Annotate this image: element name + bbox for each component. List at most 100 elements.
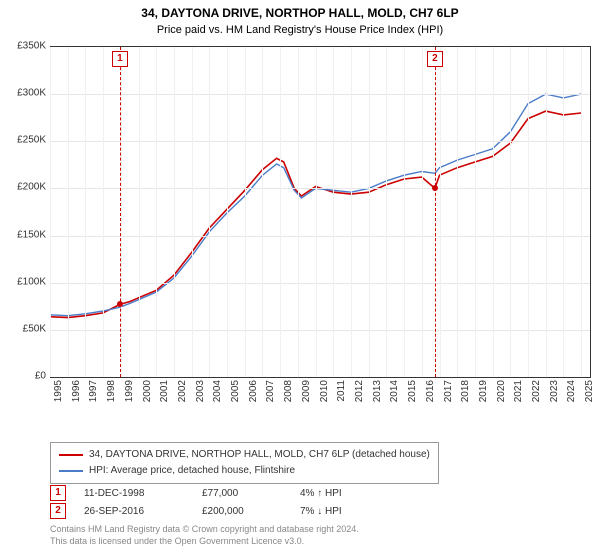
gridline-vertical <box>510 47 511 377</box>
legend-row: HPI: Average price, detached house, Flin… <box>59 463 430 479</box>
gridline-vertical <box>280 47 281 377</box>
sale-marker-line <box>435 47 436 377</box>
sale-price: £77,000 <box>202 488 282 499</box>
gridline-horizontal <box>50 330 590 331</box>
x-tick-label: 2014 <box>389 380 400 402</box>
x-tick-label: 2025 <box>584 380 595 402</box>
y-tick-label: £0 <box>35 371 46 382</box>
x-tick-label: 2022 <box>531 380 542 402</box>
legend-row: 34, DAYTONA DRIVE, NORTHOP HALL, MOLD, C… <box>59 447 430 463</box>
x-tick-label: 2023 <box>549 380 560 402</box>
gridline-vertical <box>68 47 69 377</box>
chart-title: 34, DAYTONA DRIVE, NORTHOP HALL, MOLD, C… <box>0 0 600 22</box>
gridline-vertical <box>546 47 547 377</box>
sale-marker-line <box>120 47 121 377</box>
gridline-vertical <box>581 47 582 377</box>
x-tick-label: 2004 <box>212 380 223 402</box>
y-tick-label: £200K <box>17 182 46 193</box>
gridline-vertical <box>121 47 122 377</box>
x-tick-label: 2019 <box>478 380 489 402</box>
sale-date: 26-SEP-2016 <box>84 506 184 517</box>
chart-subtitle: Price paid vs. HM Land Registry's House … <box>0 22 600 36</box>
sale-marker-badge: 1 <box>112 51 128 67</box>
gridline-vertical <box>245 47 246 377</box>
sales-table: 111-DEC-1998£77,0004% ↑ HPI226-SEP-2016£… <box>50 484 380 520</box>
gridline-vertical <box>316 47 317 377</box>
chart-container: 34, DAYTONA DRIVE, NORTHOP HALL, MOLD, C… <box>0 0 600 560</box>
y-tick-label: £300K <box>17 88 46 99</box>
gridline-horizontal <box>50 188 590 189</box>
x-tick-label: 1996 <box>71 380 82 402</box>
y-tick-label: £100K <box>17 276 46 287</box>
gridline-vertical <box>386 47 387 377</box>
gridline-horizontal <box>50 94 590 95</box>
x-tick-label: 2011 <box>336 380 347 402</box>
attribution: Contains HM Land Registry data © Crown c… <box>50 524 359 547</box>
gridline-vertical <box>333 47 334 377</box>
x-tick-label: 2020 <box>496 380 507 402</box>
y-tick-label: £250K <box>17 135 46 146</box>
sale-marker-dot <box>432 185 438 191</box>
gridline-vertical <box>192 47 193 377</box>
x-tick-label: 2009 <box>301 380 312 402</box>
x-tick-label: 2002 <box>177 380 188 402</box>
gridline-vertical <box>156 47 157 377</box>
x-tick-label: 2017 <box>443 380 454 402</box>
gridline-vertical <box>351 47 352 377</box>
x-tick-label: 2015 <box>407 380 418 402</box>
sale-hpi-diff: 4% ↑ HPI <box>300 488 380 499</box>
x-tick-label: 2018 <box>460 380 471 402</box>
gridline-vertical <box>404 47 405 377</box>
x-tick-label: 2003 <box>195 380 206 402</box>
sale-index-badge: 1 <box>50 485 66 501</box>
line-layer <box>50 47 590 377</box>
plot-region: 12 <box>50 46 591 378</box>
x-tick-label: 2013 <box>372 380 383 402</box>
gridline-vertical <box>103 47 104 377</box>
x-tick-label: 2001 <box>159 380 170 402</box>
gridline-vertical <box>475 47 476 377</box>
sale-index-badge: 2 <box>50 503 66 519</box>
gridline-vertical <box>85 47 86 377</box>
y-tick-label: £150K <box>17 229 46 240</box>
x-tick-label: 2005 <box>230 380 241 402</box>
gridline-vertical <box>139 47 140 377</box>
legend-swatch <box>59 470 83 472</box>
x-tick-label: 1998 <box>106 380 117 402</box>
sale-marker-dot <box>117 301 123 307</box>
legend-swatch <box>59 454 83 456</box>
x-tick-label: 2024 <box>566 380 577 402</box>
x-tick-label: 1999 <box>124 380 135 402</box>
gridline-vertical <box>422 47 423 377</box>
sale-date: 11-DEC-1998 <box>84 488 184 499</box>
x-tick-label: 2016 <box>425 380 436 402</box>
legend: 34, DAYTONA DRIVE, NORTHOP HALL, MOLD, C… <box>50 442 439 484</box>
x-tick-label: 2000 <box>142 380 153 402</box>
x-tick-label: 1995 <box>53 380 64 402</box>
x-tick-label: 1997 <box>88 380 99 402</box>
legend-label: HPI: Average price, detached house, Flin… <box>89 463 295 479</box>
chart-area: 12 £0£50K£100K£150K£200K£250K£300K£350K1… <box>50 46 590 406</box>
x-tick-label: 2010 <box>319 380 330 402</box>
attribution-line: This data is licensed under the Open Gov… <box>50 536 359 548</box>
y-tick-label: £350K <box>17 41 46 52</box>
gridline-vertical <box>457 47 458 377</box>
gridline-vertical <box>262 47 263 377</box>
gridline-vertical <box>369 47 370 377</box>
legend-label: 34, DAYTONA DRIVE, NORTHOP HALL, MOLD, C… <box>89 447 430 463</box>
gridline-horizontal <box>50 236 590 237</box>
sales-row: 226-SEP-2016£200,0007% ↓ HPI <box>50 502 380 520</box>
x-tick-label: 2021 <box>513 380 524 402</box>
sale-marker-badge: 2 <box>427 51 443 67</box>
gridline-vertical <box>227 47 228 377</box>
y-tick-label: £50K <box>23 323 46 334</box>
x-tick-label: 2006 <box>248 380 259 402</box>
gridline-vertical <box>563 47 564 377</box>
attribution-line: Contains HM Land Registry data © Crown c… <box>50 524 359 536</box>
x-tick-label: 2007 <box>265 380 276 402</box>
x-tick-label: 2008 <box>283 380 294 402</box>
gridline-horizontal <box>50 283 590 284</box>
gridline-vertical <box>298 47 299 377</box>
gridline-vertical <box>174 47 175 377</box>
gridline-horizontal <box>50 141 590 142</box>
